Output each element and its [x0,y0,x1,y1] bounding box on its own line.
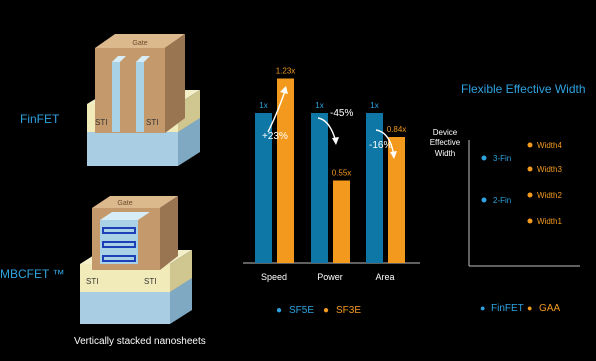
finfet-label: FinFET [20,112,60,126]
gaa-point-label-1: Width3 [537,165,562,174]
category-label-area: Area [375,272,394,282]
finfet-point-label-0: 3-Fin [493,154,511,163]
mbcfet-illustration [80,196,192,324]
gaa-point-0 [527,142,533,148]
nanosheets-caption: Vertically stacked nanosheets [74,336,206,347]
bar-sf3e-area [388,137,405,263]
gate-label-finfet: Gate [132,40,147,47]
legend-label-sf3e: SF3E [336,305,362,316]
legend-label-finfet: FinFET [491,303,524,314]
legend-marker-sf5e: ● [276,305,283,316]
legend-marker-sf3e: ● [323,305,330,316]
change-annotation-power: -45% [330,108,353,119]
sti-label-mbcfet-right: STI [144,277,156,286]
gaa-point-3 [527,218,533,224]
bar-sf5e-area [366,113,383,263]
sti-label-finfet-left: STI [95,118,107,127]
bar-sf5e-power [311,113,328,263]
legend-label-gaa: GAA [539,303,561,314]
bar-sf5e-speed [255,113,272,263]
device-effective-width-label: Device Effective Width [429,128,461,158]
value-label-sf3e-area: 0.84x [387,125,407,134]
value-label-sf5e-area: 1x [370,101,378,110]
value-label-sf5e-power: 1x [315,101,323,110]
change-annotation-speed: +23% [262,131,288,142]
mbcfet-label: MBCFET ™ [0,267,65,281]
category-label-speed: Speed [261,272,287,282]
value-label-sf3e-power: 0.55x [332,169,352,178]
flex-width-title: Flexible Effective Width [461,82,586,96]
gate-label-mbcfet: Gate [117,200,132,207]
gaa-point-label-3: Width1 [537,217,562,226]
legend-label-sf5e: SF5E [289,305,315,316]
finfet-point-label-1: 2-Fin [493,196,511,205]
finfet-point-0 [481,155,487,161]
value-label-sf5e-speed: 1x [259,101,267,110]
device-illustrations: Gate STI STI Gate STI STI [80,34,200,324]
legend-marker-gaa: ● [527,303,533,313]
value-label-sf3e-speed: 1.23x [276,67,296,76]
gaa-point-2 [527,192,533,198]
arrow-head-area [390,151,397,159]
sti-label-finfet-right: STI [146,118,158,127]
change-annotation-area: -16% [369,140,392,151]
bar-sf3e-power [333,180,350,263]
arrow-head-power [332,137,339,145]
category-label-power: Power [317,272,343,282]
arrow-head-speed [280,86,288,94]
sti-label-mbcfet-left: STI [86,277,98,286]
legend-marker-finfet: ● [480,303,486,313]
gaa-point-label-2: Width2 [537,191,562,200]
finfet-point-1 [481,197,487,203]
gaa-point-1 [527,166,533,172]
bar-sf3e-speed [277,78,294,263]
finfet-illustration [87,34,200,166]
gaa-point-label-0: Width4 [537,141,562,150]
